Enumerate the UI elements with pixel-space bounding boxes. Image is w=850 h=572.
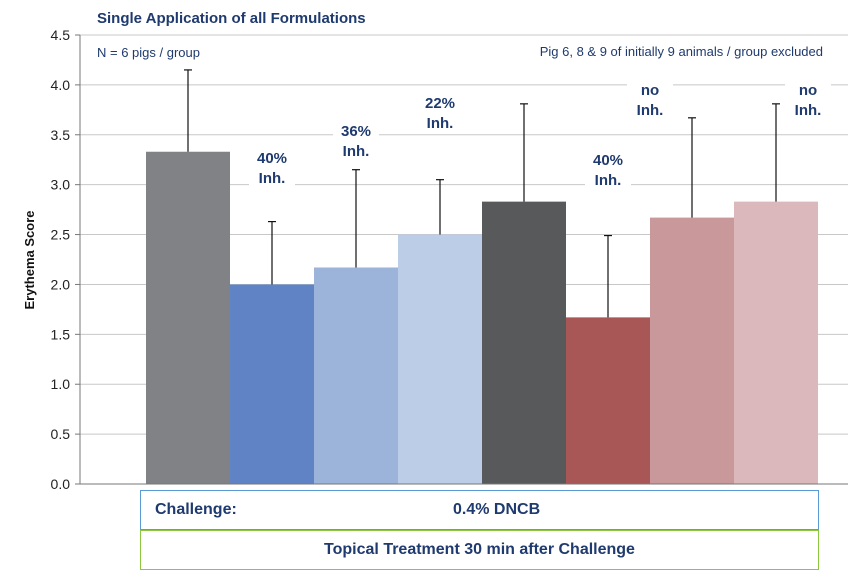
y-tick-label: 1.5	[51, 326, 71, 342]
bar	[482, 202, 566, 484]
inhibition-label: 36%	[341, 123, 371, 140]
bar	[650, 218, 734, 484]
y-tick-label: 3.5	[51, 127, 71, 143]
challenge-label: Challenge:	[155, 501, 237, 519]
y-axis-ticks: 0.0 0.5 1.0 1.5 2.0 2.5 3.0 3.5 4.0 4.5	[51, 27, 80, 492]
inhibition-label: Inh.	[795, 102, 822, 119]
y-tick-label: 0.0	[51, 476, 71, 492]
chart-title: Single Application of all Formulations	[97, 10, 366, 27]
bar	[230, 284, 314, 484]
inhibition-label: 40%	[593, 152, 623, 169]
inhibition-label: no	[799, 82, 817, 99]
inhibition-label: Inh.	[259, 170, 286, 187]
inhibition-label: Inh.	[637, 102, 664, 119]
challenge-box: Challenge: 0.4% DNCB	[140, 490, 819, 530]
challenge-value: 0.4% DNCB	[453, 501, 540, 519]
y-tick-label: 2.0	[51, 276, 71, 292]
y-tick-label: 0.5	[51, 426, 71, 442]
y-tick-label: 1.0	[51, 376, 71, 392]
bar	[146, 152, 230, 484]
inhibition-label: Inh.	[427, 115, 454, 132]
exclusion-note: Pig 6, 8 & 9 of initially 9 animals / gr…	[540, 44, 823, 59]
y-tick-label: 3.0	[51, 177, 71, 193]
bar	[734, 202, 818, 484]
bar	[398, 235, 482, 484]
bars	[146, 152, 818, 484]
bar	[314, 267, 398, 484]
treatment-box: Topical Treatment 30 min after Challenge	[140, 530, 819, 570]
inhibition-label: Inh.	[343, 143, 370, 160]
inhibition-label: no	[641, 82, 659, 99]
erythema-bar-chart: Single Application of all Formulations 0…	[0, 0, 850, 572]
y-tick-label: 4.5	[51, 27, 71, 43]
y-tick-label: 2.5	[51, 227, 71, 243]
treatment-text: Topical Treatment 30 min after Challenge	[141, 541, 818, 559]
inhibition-label: 40%	[257, 150, 287, 167]
y-axis-label: Erythema Score	[22, 211, 37, 310]
y-tick-label: 4.0	[51, 77, 71, 93]
inhibition-label: Inh.	[595, 172, 622, 189]
bar	[566, 317, 650, 484]
sample-size-note: N = 6 pigs / group	[97, 45, 200, 60]
inhibition-label: 22%	[425, 95, 455, 112]
